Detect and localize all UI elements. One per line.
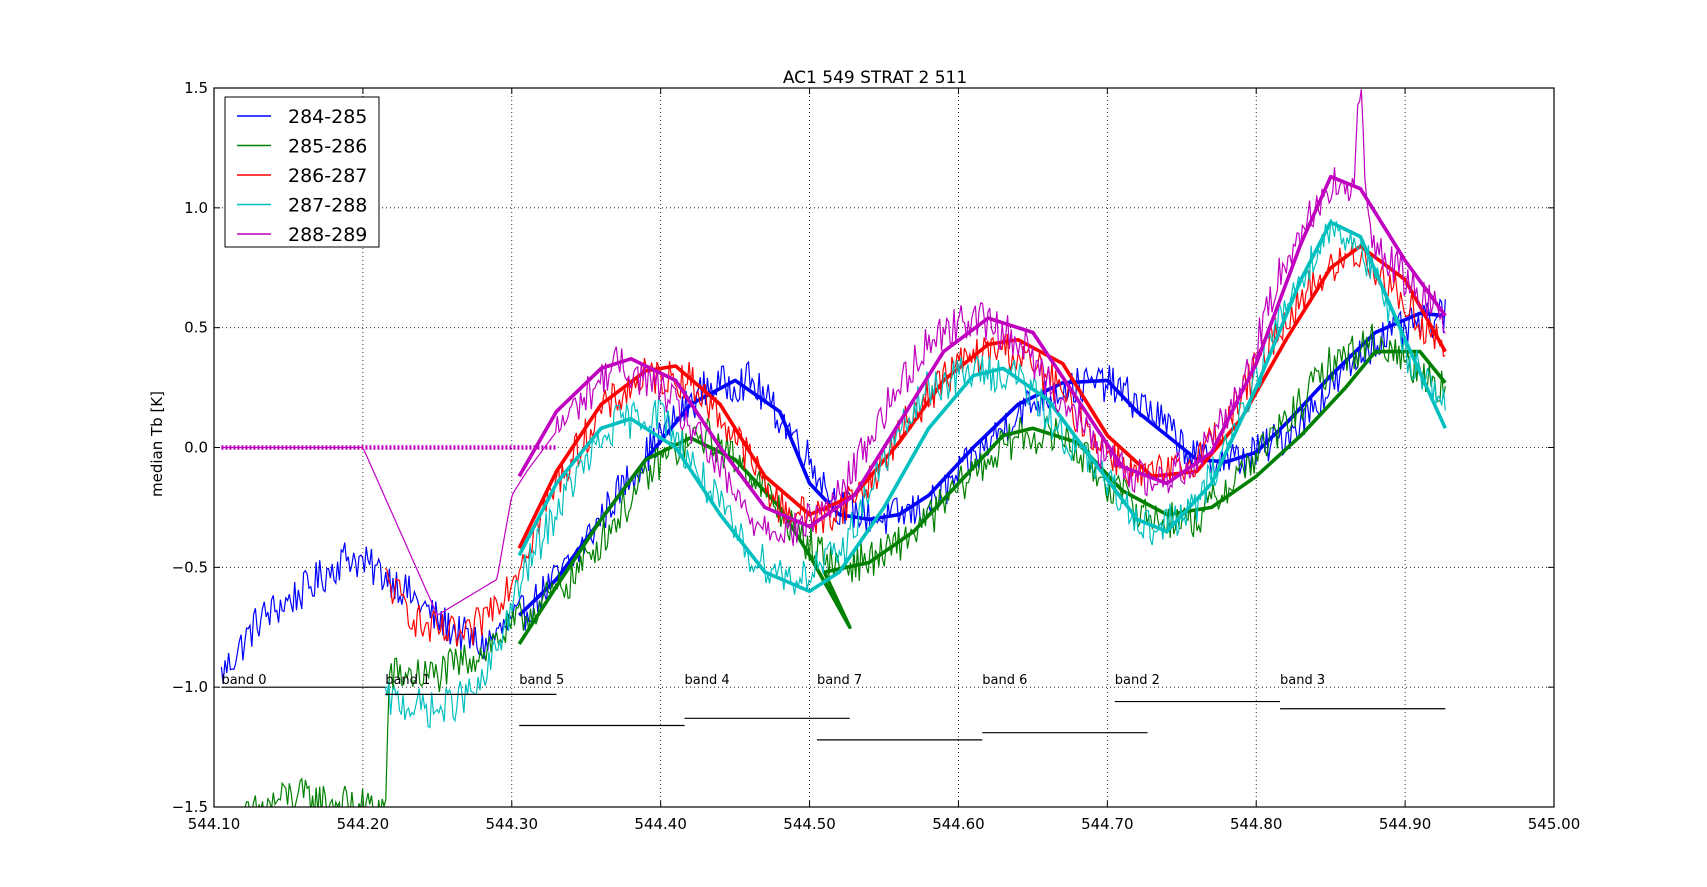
y-tick-label: 1.5 xyxy=(184,79,208,97)
chart-title: AC1 549 STRAT 2 511 xyxy=(783,68,967,88)
y-axis-label: median Tb [K] xyxy=(148,391,166,497)
band-markers: band 0 band 1 band 5 band 4 band 7 band 6 band… xyxy=(221,673,1446,741)
x-tick-label: 544.10 xyxy=(188,815,241,833)
band-label: band 4 xyxy=(684,673,729,688)
x-tick-label: 544.20 xyxy=(337,815,390,833)
legend-label: 284-285 xyxy=(288,106,367,128)
y-tick-label: −0.5 xyxy=(172,558,208,576)
axes-frame xyxy=(213,87,1555,808)
x-tick-label: 544.90 xyxy=(1379,815,1432,833)
y-tick-label: 1.0 xyxy=(184,199,208,217)
series-288-289 xyxy=(221,89,1447,616)
grid xyxy=(214,88,1554,807)
legend-label: 286-287 xyxy=(288,165,367,187)
legend-box xyxy=(224,96,380,248)
x-tick-label: 544.80 xyxy=(1230,815,1283,833)
y-axis: −1.5 −1.0 −0.5 0.0 0.5 1.0 1.5 xyxy=(172,79,1554,816)
band-label: band 7 xyxy=(817,673,862,688)
y-tick-label: 0.0 xyxy=(184,439,208,457)
fit-line-288-289 xyxy=(517,174,1447,529)
fit-line-287-288 xyxy=(517,220,1447,594)
x-axis: 544.10 544.20 544.30 544.40 544.50 544.60 544.… xyxy=(188,88,1581,833)
band-label: band 5 xyxy=(519,673,564,688)
x-tick-label: 544.40 xyxy=(634,815,687,833)
y-tick-label: 0.5 xyxy=(184,319,208,337)
x-tick-label: 544.70 xyxy=(1081,815,1134,833)
legend: 284-285 285-286 286-287 287-288 288-289 xyxy=(224,96,380,248)
y-tick-label: −1.0 xyxy=(172,678,208,696)
y-tick-label: −1.5 xyxy=(172,798,208,816)
x-tick-label: 545.00 xyxy=(1528,815,1581,833)
series-line-285-286 xyxy=(242,323,1446,807)
legend-label: 287-288 xyxy=(288,195,367,217)
band-label: band 2 xyxy=(1115,673,1160,688)
band-label: band 3 xyxy=(1280,673,1325,688)
band-label: band 0 xyxy=(221,673,266,688)
x-tick-label: 544.50 xyxy=(783,815,836,833)
band-label: band 1 xyxy=(385,673,430,688)
fit-line-286-287 xyxy=(517,244,1447,549)
x-tick-label: 544.60 xyxy=(932,815,985,833)
band-label: band 6 xyxy=(982,673,1027,688)
legend-label: 288-289 xyxy=(288,224,367,246)
legend-label: 285-286 xyxy=(288,136,367,158)
series-line-287-288 xyxy=(384,218,1446,729)
plot-area xyxy=(220,89,1447,807)
fit-line-284-285 xyxy=(517,311,1446,617)
x-tick-label: 544.30 xyxy=(486,815,539,833)
series-287-288 xyxy=(384,218,1447,729)
